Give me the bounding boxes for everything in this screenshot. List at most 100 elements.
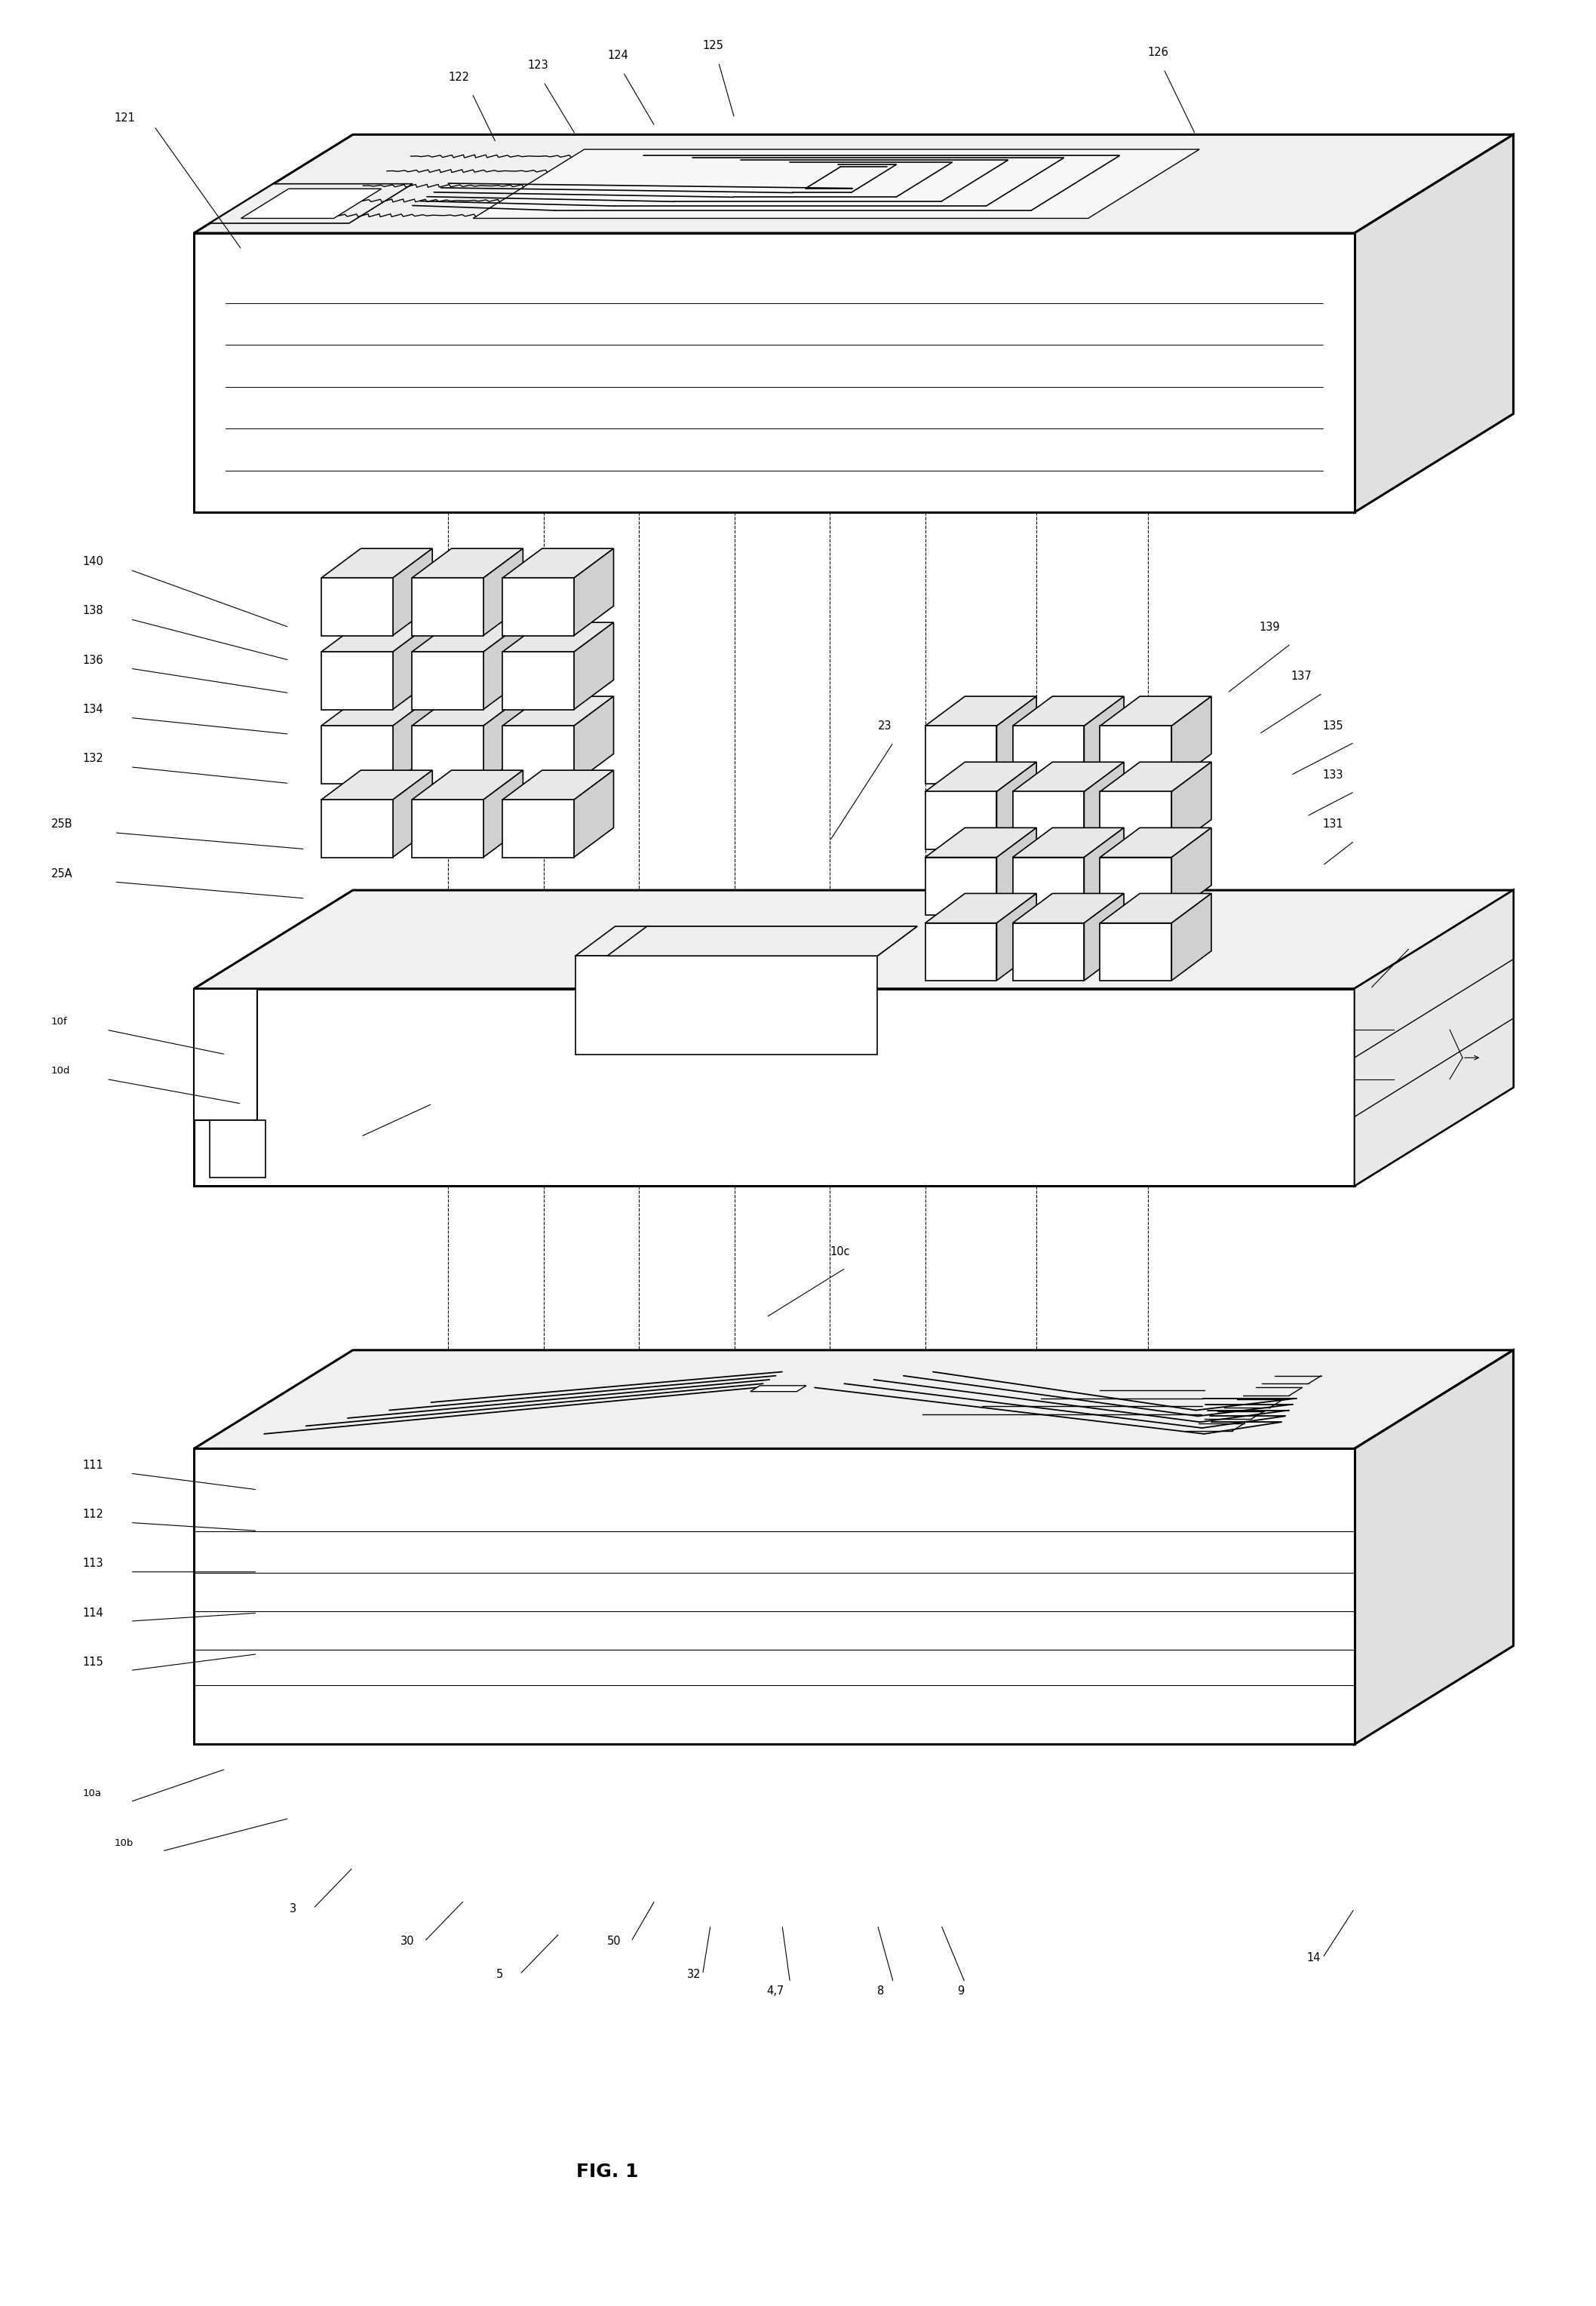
Text: 133: 133 — [1323, 770, 1344, 782]
Polygon shape — [576, 957, 878, 1054]
Polygon shape — [209, 1121, 265, 1178]
Polygon shape — [1012, 892, 1124, 922]
Text: 10c: 10c — [830, 1245, 851, 1257]
Polygon shape — [1100, 858, 1171, 915]
Polygon shape — [1084, 892, 1124, 980]
Polygon shape — [575, 770, 613, 858]
Polygon shape — [193, 890, 1513, 989]
Text: 9: 9 — [958, 1985, 964, 1997]
Polygon shape — [1355, 134, 1513, 512]
Text: 25b: 25b — [1403, 1033, 1422, 1042]
Text: 131: 131 — [1323, 819, 1344, 830]
Polygon shape — [503, 579, 575, 636]
Polygon shape — [209, 184, 413, 224]
Polygon shape — [193, 1448, 1355, 1743]
Polygon shape — [472, 150, 1200, 219]
Polygon shape — [503, 653, 575, 710]
Polygon shape — [1100, 696, 1211, 726]
Polygon shape — [1084, 696, 1124, 784]
Text: 136: 136 — [83, 655, 104, 666]
Polygon shape — [412, 770, 523, 800]
Polygon shape — [193, 989, 1355, 1185]
Text: FIG. 1: FIG. 1 — [576, 2163, 638, 2181]
Polygon shape — [606, 927, 918, 957]
Text: 50: 50 — [606, 1935, 621, 1946]
Polygon shape — [321, 800, 393, 858]
Polygon shape — [1012, 761, 1124, 791]
Polygon shape — [998, 761, 1036, 849]
Polygon shape — [1171, 696, 1211, 784]
Polygon shape — [750, 1386, 806, 1391]
Polygon shape — [241, 189, 381, 219]
Polygon shape — [412, 579, 484, 636]
Polygon shape — [998, 828, 1036, 915]
Polygon shape — [484, 770, 523, 858]
Text: 134: 134 — [83, 703, 104, 715]
Text: 10f: 10f — [51, 1017, 67, 1026]
Polygon shape — [412, 726, 484, 784]
Text: 132: 132 — [83, 754, 104, 763]
Polygon shape — [1355, 1349, 1513, 1743]
Text: 122: 122 — [448, 71, 469, 83]
Polygon shape — [1100, 726, 1171, 784]
Polygon shape — [1084, 828, 1124, 915]
Polygon shape — [193, 134, 1513, 233]
Text: 138: 138 — [83, 604, 104, 616]
Text: 123: 123 — [528, 60, 549, 71]
Polygon shape — [575, 623, 613, 710]
Text: 23: 23 — [878, 719, 892, 731]
Text: 10a: 10a — [83, 1789, 102, 1799]
Polygon shape — [484, 696, 523, 784]
Polygon shape — [503, 623, 613, 653]
Polygon shape — [193, 1349, 1513, 1448]
Polygon shape — [1012, 696, 1124, 726]
Polygon shape — [321, 770, 433, 800]
Text: 3: 3 — [289, 1902, 297, 1914]
Polygon shape — [1100, 828, 1211, 858]
Text: 113: 113 — [83, 1559, 104, 1570]
Text: 125: 125 — [702, 39, 723, 51]
Text: 14: 14 — [1307, 1953, 1320, 1962]
Text: 5: 5 — [496, 1969, 503, 1981]
Polygon shape — [484, 623, 523, 710]
Polygon shape — [575, 549, 613, 636]
Polygon shape — [393, 770, 433, 858]
Text: 25B: 25B — [51, 819, 72, 830]
Polygon shape — [503, 726, 575, 784]
Text: 4,7: 4,7 — [766, 1985, 784, 1997]
Text: 114: 114 — [83, 1607, 104, 1619]
Text: 25: 25 — [1465, 1056, 1479, 1068]
Text: 8: 8 — [878, 1985, 884, 1997]
Text: 139: 139 — [1259, 623, 1280, 634]
Polygon shape — [926, 696, 1036, 726]
Text: 135: 135 — [1323, 719, 1344, 731]
Text: 121: 121 — [115, 113, 136, 125]
Polygon shape — [1084, 761, 1124, 849]
Polygon shape — [1012, 828, 1124, 858]
Polygon shape — [321, 653, 393, 710]
Polygon shape — [412, 696, 523, 726]
Polygon shape — [1012, 922, 1084, 980]
Text: 32: 32 — [686, 1969, 701, 1981]
Polygon shape — [503, 696, 613, 726]
Polygon shape — [1012, 791, 1084, 849]
Text: 124: 124 — [606, 51, 629, 62]
Polygon shape — [1012, 858, 1084, 915]
Polygon shape — [926, 828, 1036, 858]
Text: 10b: 10b — [115, 1838, 134, 1847]
Text: 140: 140 — [83, 556, 104, 567]
Polygon shape — [393, 623, 433, 710]
Polygon shape — [1100, 922, 1171, 980]
Polygon shape — [1100, 791, 1171, 849]
Text: 25a: 25a — [1403, 1082, 1420, 1093]
Polygon shape — [393, 549, 433, 636]
Polygon shape — [1100, 761, 1211, 791]
Text: 126: 126 — [1148, 46, 1168, 58]
Polygon shape — [998, 696, 1036, 784]
Polygon shape — [503, 800, 575, 858]
Polygon shape — [575, 696, 613, 784]
Polygon shape — [321, 549, 433, 579]
Polygon shape — [926, 761, 1036, 791]
Polygon shape — [484, 549, 523, 636]
Polygon shape — [1355, 890, 1513, 1185]
